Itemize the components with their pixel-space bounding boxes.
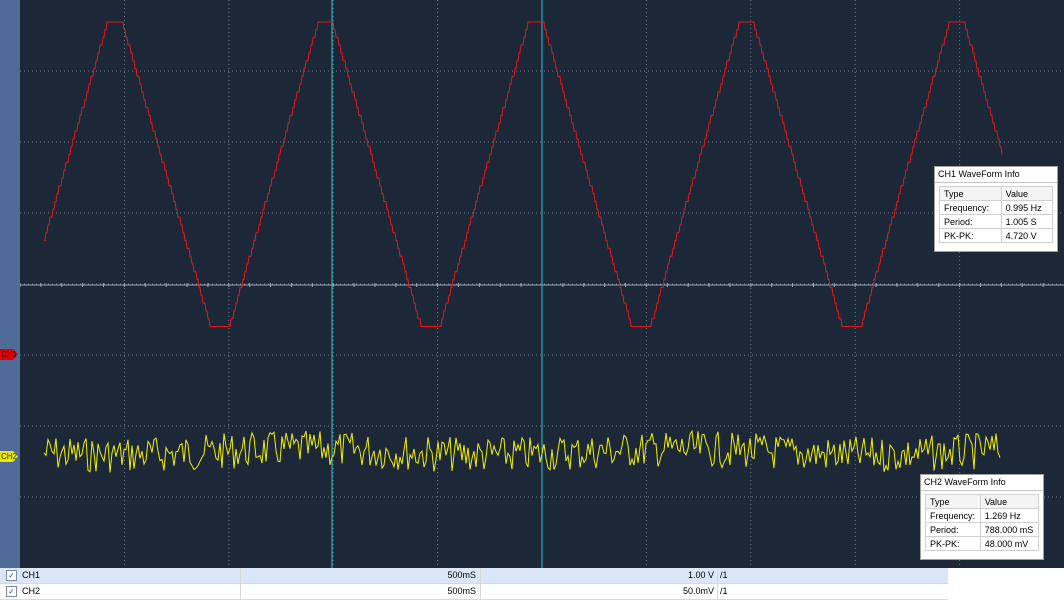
- channel-settings-table: ✓ CH1 500mS 1.00 V /1 ✓ CH2 500mS 50.0mV…: [0, 568, 948, 600]
- ch1-period-label: Period:: [939, 214, 1002, 229]
- ch2-frequency-label: Frequency:: [925, 508, 981, 523]
- ch2-pkpk-value: 48.000 mV: [979, 536, 1040, 551]
- ch2-frequency-value: 1.269 Hz: [979, 508, 1040, 523]
- ch1-pkpk-label: PK-PK:: [939, 228, 1002, 243]
- ch1-probe-ratio: /1: [720, 570, 728, 580]
- waveform-plot: [20, 0, 1064, 568]
- ch1-info-header-value: Value: [1000, 186, 1054, 201]
- ch2-info-table: Type Value Frequency: 1.269 Hz Period: 788.…: [925, 494, 1040, 551]
- ch2-info-title: CH2 WaveForm Info: [921, 475, 1043, 491]
- ch1-volts-div: 1.00 V: [687, 570, 714, 580]
- ch2-info-header-type: Type: [925, 494, 981, 509]
- ch1-pkpk-value: 4.720 V: [1000, 228, 1054, 243]
- ch1-info-header-type: Type: [939, 186, 1002, 201]
- ch2-name: CH2: [22, 586, 41, 596]
- left-marker-strip: [0, 0, 20, 568]
- ch2-info-header-value: Value: [979, 494, 1040, 509]
- ch1-trace: [44, 21, 1003, 327]
- ch2-trace: [43, 429, 1001, 473]
- ch1-level-marker[interactable]: CH1: [0, 349, 18, 360]
- channel-row-ch2[interactable]: ✓ CH2 500mS 50.0mV /1: [0, 584, 948, 600]
- ch1-frequency-label: Frequency:: [939, 200, 1002, 215]
- ch2-period-label: Period:: [925, 522, 981, 537]
- ch1-info-title: CH1 WaveForm Info: [935, 167, 1057, 183]
- channel-row-ch1[interactable]: ✓ CH1 500mS 1.00 V /1: [0, 568, 948, 584]
- ch1-info-table: Type Value Frequency: 0.995 Hz Period: 1.00…: [939, 186, 1054, 243]
- ch1-name: CH1: [22, 570, 41, 580]
- ch2-pkpk-label: PK-PK:: [925, 536, 981, 551]
- ch2-period-value: 788.000 mS: [979, 522, 1040, 537]
- ch2-enable-checkbox[interactable]: ✓: [6, 586, 17, 597]
- ch1-waveform-info-panel: CH1 WaveForm Info Type Value Frequency: 0.…: [934, 166, 1058, 252]
- ch2-timebase: 500mS: [447, 586, 476, 596]
- ch2-probe-ratio: /1: [720, 586, 728, 596]
- ch1-period-value: 1.005 S: [1000, 214, 1054, 229]
- scope-display[interactable]: [20, 0, 1064, 568]
- ch2-level-marker[interactable]: CH2: [0, 451, 18, 462]
- blank-area: [948, 568, 1064, 600]
- ch1-enable-checkbox[interactable]: ✓: [6, 570, 17, 581]
- ch1-frequency-value: 0.995 Hz: [1000, 200, 1054, 215]
- ch2-volts-div: 50.0mV: [682, 586, 714, 596]
- ch2-waveform-info-panel: CH2 WaveForm Info Type Value Frequency: 1.…: [920, 474, 1044, 560]
- ch1-timebase: 500mS: [447, 570, 476, 580]
